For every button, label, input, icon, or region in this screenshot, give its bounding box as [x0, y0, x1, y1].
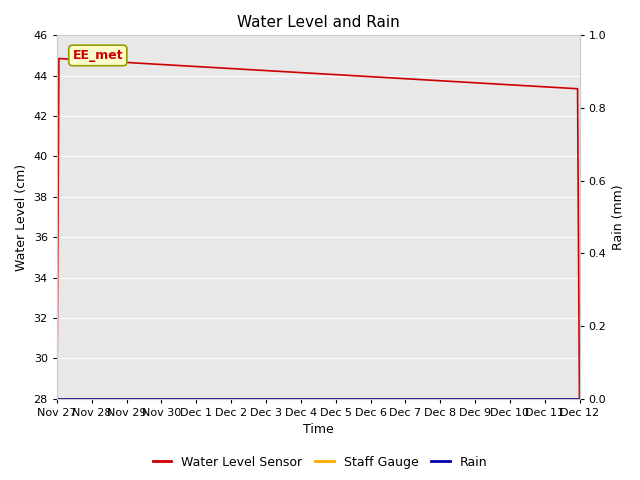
Legend: Water Level Sensor, Staff Gauge, Rain: Water Level Sensor, Staff Gauge, Rain [148, 451, 492, 474]
X-axis label: Time: Time [303, 423, 333, 436]
Text: EE_met: EE_met [72, 49, 123, 62]
Y-axis label: Rain (mm): Rain (mm) [612, 184, 625, 250]
Title: Water Level and Rain: Water Level and Rain [237, 15, 399, 30]
Y-axis label: Water Level (cm): Water Level (cm) [15, 163, 28, 271]
